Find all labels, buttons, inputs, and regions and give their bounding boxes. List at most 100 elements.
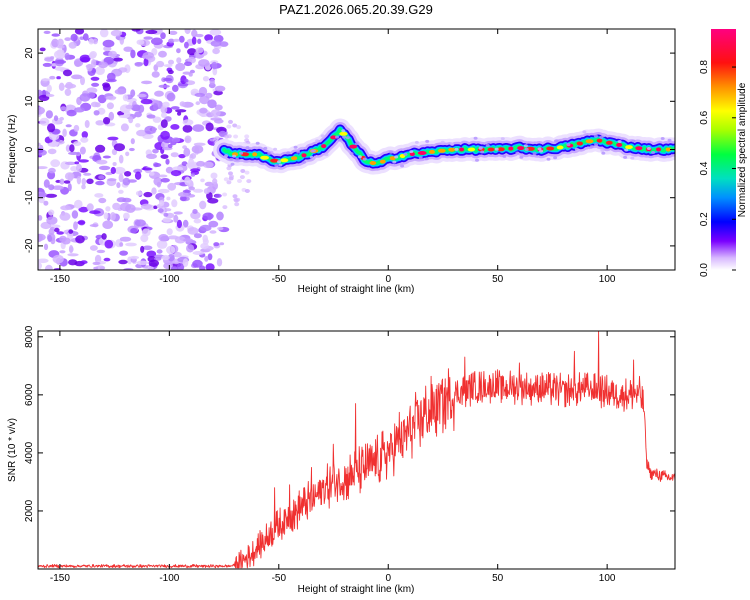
noise-blob [125,151,130,157]
ridge-peak [417,151,427,155]
noise-blob [74,107,85,113]
ridge-peak [546,146,555,151]
ridge-speckle [553,156,558,160]
ridge-speckle [667,138,672,142]
noise-blob [204,256,209,262]
noise-blob [157,208,164,214]
ridge-speckle [302,160,307,164]
noise-blob [47,142,59,148]
noise-blob [182,189,191,193]
noise-blob [130,89,136,97]
noise-blob [152,148,159,154]
noise-blob [58,82,65,92]
noise-blob [203,188,210,195]
noise-blob [136,260,149,266]
noise-blob [136,39,145,45]
noise-blob [67,173,74,182]
noise-blob [130,138,135,145]
ridge-speckle [566,143,571,147]
noise-blob [76,163,82,173]
noise-blob [137,93,147,98]
noise-blob [146,114,156,119]
noise-blob [244,134,250,139]
snr-ytick-label: 2000 [24,499,35,522]
noise-blob [141,55,153,59]
noise-blob [79,146,86,155]
ridge-speckle [389,150,394,154]
noise-blob [123,46,133,52]
noise-blob [148,259,159,267]
noise-blob [178,83,189,87]
noise-blob [38,166,48,170]
noise-blob [140,245,145,253]
noise-blob [207,253,213,261]
noise-blob [226,134,232,139]
noise-blob [98,197,107,204]
ridge-speckle [409,150,414,154]
ridge-speckle [337,138,342,142]
noise-blob [44,57,54,62]
ridge-speckle [394,155,399,159]
noise-blob [105,171,113,176]
noise-blob [110,166,117,175]
ridge-speckle [537,147,542,151]
noise-blob [118,259,128,265]
noise-blob [184,135,192,144]
ridge-peak [379,159,386,164]
noise-blob [62,69,73,77]
spectrogram-y-ticks: -20 -10 0 10 20 [24,47,675,253]
ridge-speckle [362,157,367,161]
ridge-speckle [594,143,599,146]
noise-blob [170,124,180,130]
noise-blob [56,231,64,235]
noise-blob [68,151,79,155]
noise-blob [83,172,92,176]
ridge-speckle [392,160,397,164]
noise-blob [141,167,153,171]
noise-blob [44,264,53,270]
spectrogram-ytick-label: 0 [24,146,35,152]
ridge-speckle [480,150,485,154]
noise-blob [195,47,204,54]
noise-blob [102,39,115,48]
noise-blob [229,174,234,179]
noise-blob [62,128,67,137]
noise-blob [56,49,65,57]
noise-blob [124,171,132,177]
colorbar-gradient [711,29,736,270]
ridge-speckle [473,136,478,140]
noise-blob [167,253,175,262]
ridge-peak [576,141,583,146]
noise-blob [48,167,56,174]
spectrogram-xtick-label: 0 [385,274,391,285]
noise-blob [188,186,195,191]
noise-blob [39,47,46,52]
ridge-speckle [593,134,598,138]
noise-blob [184,29,191,35]
noise-blob [164,208,172,212]
noise-blob [202,161,214,169]
noise-blob [59,178,65,185]
noise-blob [211,61,218,70]
spectrogram-ytick-label: 10 [24,95,35,107]
noise-blob [119,236,132,242]
ridge-speckle [630,156,635,160]
noise-blob [170,106,180,110]
snr-xtick-label: 50 [492,573,504,584]
noise-blob [200,243,209,250]
ridge-speckle [631,139,636,143]
noise-blob [49,75,56,80]
noise-blob [91,82,100,87]
noise-blob [158,234,169,242]
ridge-peak [260,155,269,160]
ridge-speckle [418,156,423,160]
ridge-peak [369,161,377,165]
noise-blob [54,66,67,71]
snr-xtick-label: 0 [385,573,391,584]
noise-blob [214,85,226,92]
noise-blob [190,211,201,220]
noise-blob [226,180,232,185]
noise-blob [60,205,71,211]
noise-blob [205,122,214,132]
noise-blob [64,52,70,61]
